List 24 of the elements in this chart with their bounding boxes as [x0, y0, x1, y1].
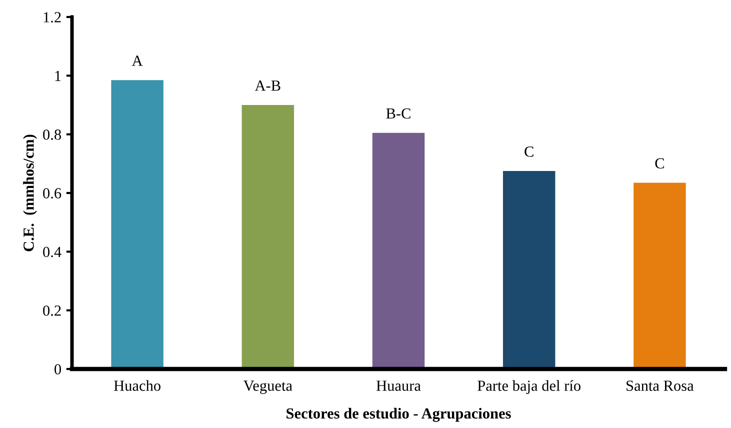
y-tick-label: 0.6 [43, 188, 62, 199]
annotation: C [655, 158, 664, 169]
annotation: A-B [254, 80, 280, 91]
annotation: C [524, 146, 534, 157]
y-tick-label: 0 [54, 364, 61, 374]
y-tick-label: 1.2 [44, 12, 61, 23]
x-tick-label: Santa Rosa [626, 380, 694, 391]
x-tick-label: Huaura [376, 380, 421, 391]
x-axis-title: Sectores de estudio - Agrupaciones [286, 408, 511, 422]
bar [634, 182, 686, 369]
annotation: B-C [386, 108, 410, 119]
bar [111, 80, 164, 369]
x-tick-label: Huacho [114, 380, 160, 391]
y-tick-label: 0.8 [43, 129, 61, 140]
bar [372, 132, 425, 369]
y-tick-label: 0.2 [43, 305, 61, 316]
x-tick-label: Parte baja del río [478, 380, 580, 394]
bar [502, 171, 556, 369]
y-tick-label: 1 [55, 70, 61, 81]
x-tick-label: Vegueta [243, 380, 292, 394]
bar [242, 105, 294, 369]
y-axis-title: C.E. (mmhos/cm) [23, 134, 37, 252]
annotation: A [132, 56, 143, 66]
y-tick-label: 0.4 [43, 246, 62, 258]
